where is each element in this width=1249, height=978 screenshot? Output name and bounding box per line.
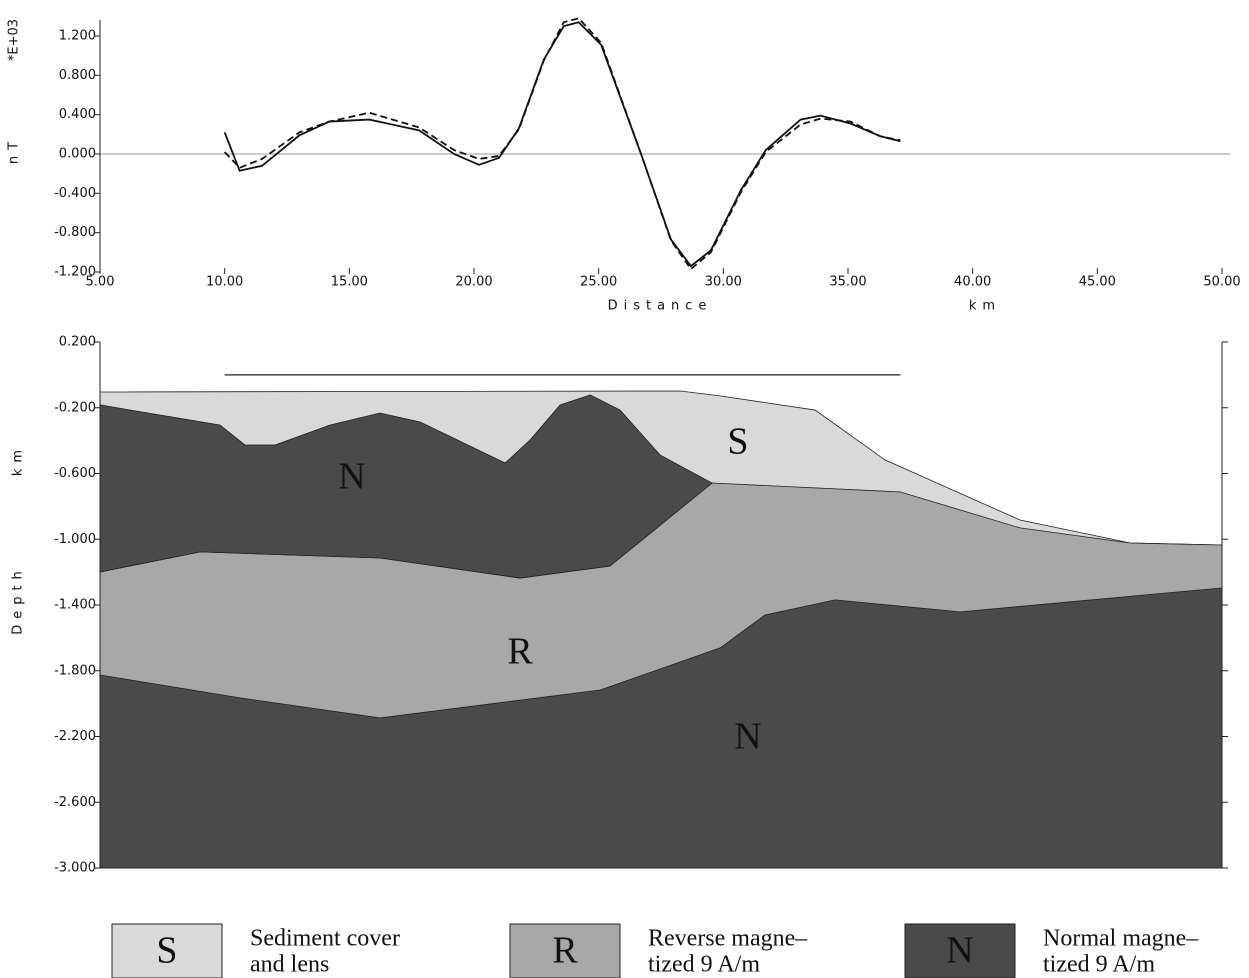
body-label: N	[734, 716, 761, 758]
y-tick-label: -1.000	[54, 532, 96, 547]
y-axis-label: nT	[7, 136, 22, 164]
y-tick-label: -0.400	[54, 186, 96, 201]
y-tick-label: -2.600	[54, 795, 96, 810]
legend-text: and lens	[250, 952, 329, 978]
profile-curve	[223, 21, 901, 268]
y-axis-label: Depth	[11, 565, 26, 635]
x-tick-label: 35.00	[829, 275, 866, 290]
legend-text: tized 9 A/m	[1043, 952, 1155, 978]
y-multiplier: *E+03	[7, 19, 22, 61]
x-tick-label: 25.00	[580, 275, 617, 290]
profile-curve	[224, 17, 901, 271]
legend-text: tized 9 A/m	[648, 952, 760, 978]
x-tick-label: 15.00	[331, 275, 368, 290]
x-tick-label: 45.00	[1079, 275, 1116, 290]
x-tick-label: 20.00	[455, 275, 492, 290]
x-tick-label: 40.00	[954, 275, 991, 290]
x-tick-label: 50.00	[1203, 275, 1240, 290]
legend-text: Normal magne–	[1043, 926, 1199, 952]
y-tick-label: 0.400	[59, 107, 96, 122]
y-tick-label: -2.200	[54, 729, 96, 744]
body-label: N	[338, 456, 365, 498]
y-tick-label: -1.800	[54, 663, 96, 678]
y-tick-label: -0.600	[54, 466, 96, 481]
x-tick-label: 30.00	[705, 275, 742, 290]
body-label: S	[727, 421, 748, 463]
rock-body	[99, 394, 713, 579]
y-tick-label: 0.200	[59, 335, 96, 350]
y-tick-label: 0.000	[59, 147, 96, 162]
legend-swatch	[509, 923, 621, 978]
x-axis-unit: km	[969, 299, 1001, 314]
y-tick-label: -0.800	[54, 225, 96, 240]
body-label: R	[507, 631, 533, 673]
y-tick-label: -3.000	[54, 861, 96, 876]
y-tick-label: 0.800	[59, 68, 96, 83]
y-tick-label: 1.200	[59, 29, 96, 44]
rock-body	[99, 587, 1223, 869]
x-tick-label: 10.00	[206, 275, 243, 290]
legend-symbol: S	[156, 930, 177, 972]
legend-text: Sediment cover	[250, 926, 400, 952]
legend-symbol: R	[552, 930, 578, 972]
y-tick-label: -1.200	[54, 265, 96, 280]
y-axis-unit: km	[11, 444, 26, 476]
y-tick-label: -1.400	[54, 598, 96, 613]
y-tick-label: -0.200	[54, 400, 96, 415]
legend-swatch	[904, 923, 1016, 978]
legend-text: Reverse magne–	[648, 926, 808, 952]
legend-symbol: N	[946, 930, 973, 972]
legend-swatch	[111, 923, 223, 978]
x-axis-label: Distance	[608, 299, 713, 314]
x-tick-label: 5.00	[86, 275, 115, 290]
